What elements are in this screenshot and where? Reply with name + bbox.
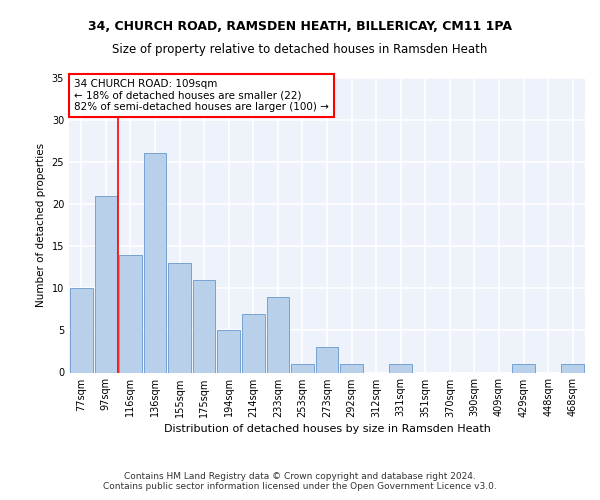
Text: 34, CHURCH ROAD, RAMSDEN HEATH, BILLERICAY, CM11 1PA: 34, CHURCH ROAD, RAMSDEN HEATH, BILLERIC… <box>88 20 512 33</box>
Bar <box>316 347 338 372</box>
Text: Size of property relative to detached houses in Ramsden Heath: Size of property relative to detached ho… <box>112 42 488 56</box>
Bar <box>512 364 535 372</box>
Text: Contains public sector information licensed under the Open Government Licence v3: Contains public sector information licen… <box>103 482 497 491</box>
Bar <box>70 288 92 372</box>
Text: 34 CHURCH ROAD: 109sqm
← 18% of detached houses are smaller (22)
82% of semi-det: 34 CHURCH ROAD: 109sqm ← 18% of detached… <box>74 79 329 112</box>
Bar <box>242 314 265 372</box>
Bar <box>291 364 314 372</box>
Bar <box>340 364 363 372</box>
Bar <box>217 330 240 372</box>
X-axis label: Distribution of detached houses by size in Ramsden Heath: Distribution of detached houses by size … <box>164 424 490 434</box>
Bar <box>562 364 584 372</box>
Bar <box>168 263 191 372</box>
Bar <box>193 280 215 372</box>
Bar <box>143 154 166 372</box>
Bar <box>119 254 142 372</box>
Bar <box>95 196 117 372</box>
Y-axis label: Number of detached properties: Number of detached properties <box>36 143 46 307</box>
Bar <box>389 364 412 372</box>
Bar <box>266 296 289 372</box>
Text: Contains HM Land Registry data © Crown copyright and database right 2024.: Contains HM Land Registry data © Crown c… <box>124 472 476 481</box>
